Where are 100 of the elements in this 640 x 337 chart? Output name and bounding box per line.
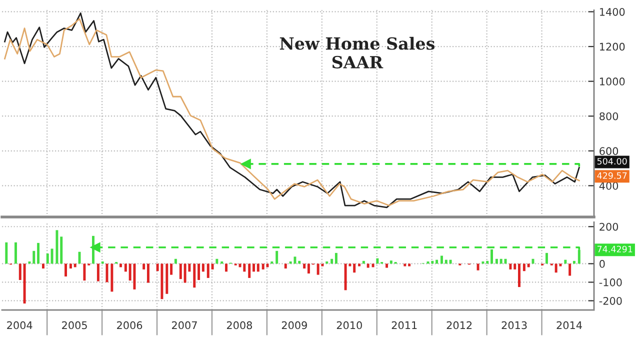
bar [358,264,361,266]
bar [174,258,177,264]
x-tick-label: 2004 [7,321,32,330]
y-tick-label: 1400 [600,8,625,16]
bar [160,264,164,300]
x-tick-label: 2005 [62,321,87,330]
y-tick-label: -100 [599,278,622,286]
y-tick-label: 1200 [600,42,625,51]
bar [32,250,36,264]
bar [56,230,58,264]
bar [179,264,182,280]
bar [193,264,196,288]
bar [518,264,520,288]
text: New Home Sales SAAR [280,36,435,68]
bar [23,264,26,304]
bar [170,264,173,275]
y-tick-label: 0 [600,260,605,268]
bar [14,242,17,264]
x-tick-label: 2007 [172,321,197,330]
x-tick-label: 2013 [502,321,527,330]
bar [202,264,204,272]
bar [270,261,274,264]
bar [69,264,72,268]
bar [96,264,100,282]
bar [133,264,136,290]
bar [83,264,86,281]
bar [390,260,392,264]
y-tick-label: 800 [600,112,618,120]
bar [166,264,168,294]
bar [330,258,334,264]
bar [316,264,320,275]
text: 429.57 [597,172,627,179]
bar [42,264,44,268]
x-tick-label: 2010 [336,321,362,330]
bar [262,264,264,270]
bar [500,258,502,264]
y-tick-label: 1000 [600,78,625,86]
bar [532,258,534,264]
bar [206,264,210,278]
bar [353,264,356,273]
text: 74.4291 [597,246,632,252]
bar [198,264,200,280]
bar [37,242,40,264]
x-tick-label: 2011 [392,321,417,330]
bar [372,264,374,268]
bar [64,264,67,276]
bar [366,264,370,268]
bar [284,264,287,268]
x-tick-label: 2014 [556,321,582,330]
bar [545,252,548,264]
bar [248,264,251,278]
bar [46,253,49,264]
bar [386,264,388,268]
bar [303,264,306,268]
bar [119,264,122,268]
x-tick-label: 2008 [226,321,252,330]
y-tick-label: 600 [600,147,618,156]
bar [476,264,480,270]
text: 504.00 [597,158,627,165]
bar [110,264,114,292]
bar [276,250,278,264]
bar [522,264,526,272]
bar [344,264,347,290]
bar [18,264,22,280]
bar [527,264,530,268]
y-tick-label: -200 [599,296,622,305]
x-tick-label: 2006 [117,321,142,330]
bar [28,261,31,264]
bar [5,242,8,264]
bar [444,260,448,264]
bar [408,264,411,266]
bar [554,264,558,273]
bar [509,264,512,270]
bar [578,250,580,264]
bar [184,264,186,283]
bar [440,256,443,264]
bar [74,264,76,268]
bar [495,258,498,264]
bar [449,260,452,264]
bar [252,264,255,272]
x-tick-label: 2009 [282,321,307,330]
bar [225,264,228,272]
bar [514,264,516,270]
bar [60,236,63,264]
bar [256,264,260,272]
bar [294,256,296,264]
bar [307,264,310,274]
bar [124,264,127,272]
bar [334,252,338,264]
bar [50,248,54,264]
bar [490,249,493,264]
bar [482,261,484,264]
bar [326,261,328,264]
bar [436,260,438,264]
bar [298,260,301,264]
bar [146,264,150,283]
bar [572,260,576,264]
bar [568,264,572,276]
bar [564,260,567,264]
bar [243,264,246,272]
